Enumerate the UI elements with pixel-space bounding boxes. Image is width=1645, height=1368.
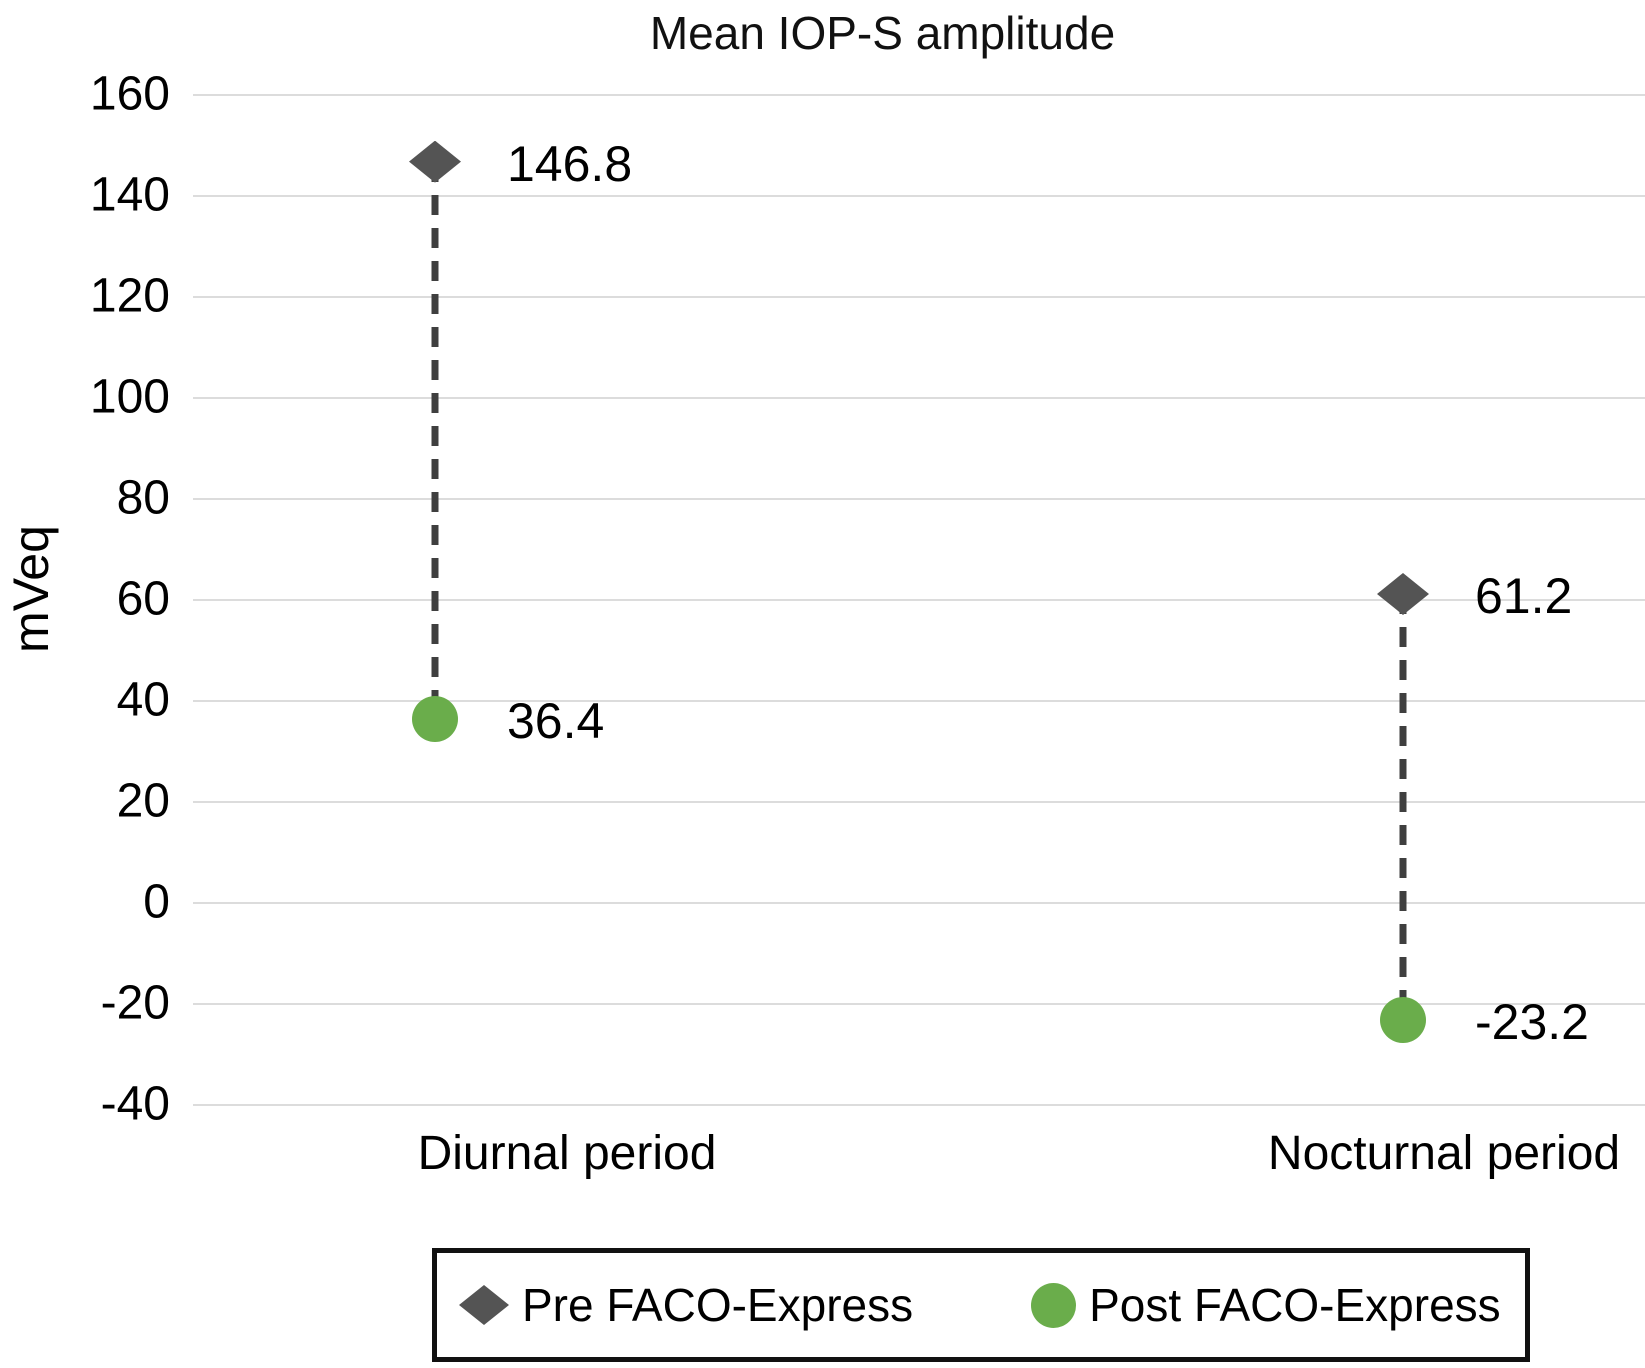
category-label: Nocturnal period: [1267, 1127, 1621, 1180]
legend-item-post: Post FACO-Express: [1031, 1278, 1501, 1332]
gridline: [193, 498, 1645, 500]
post-value-label: -23.2: [1475, 994, 1589, 1051]
y-tick-label: 80: [116, 471, 170, 525]
y-tick-label: 0: [143, 875, 170, 929]
pre-value-label: 61.2: [1475, 567, 1573, 624]
pre-marker-diamond: [1377, 572, 1429, 615]
post-circle-icon: [1031, 1282, 1077, 1328]
y-tick-label: 20: [116, 774, 170, 828]
legend-label-pre: Pre FACO-Express: [522, 1279, 914, 1331]
legend-box: Pre FACO-Express Post FACO-Express: [432, 1248, 1530, 1362]
pre-marker-diamond: [409, 140, 461, 183]
gridline: [193, 296, 1645, 298]
pre-value-label: 146.8: [507, 135, 633, 192]
gridline: [193, 1003, 1645, 1005]
gridline: [193, 599, 1645, 601]
gridline: [193, 1104, 1645, 1106]
post-value-label: 36.4: [507, 693, 605, 750]
gridline: [193, 94, 1645, 96]
y-tick-label: 40: [116, 673, 170, 727]
y-tick-label: 60: [116, 572, 170, 626]
connector-line: [1399, 593, 1407, 1021]
y-tick-label: 120: [89, 269, 170, 323]
chart-title: Mean IOP-S amplitude: [649, 7, 1116, 59]
gridline: [193, 902, 1645, 904]
post-marker-circle: [412, 696, 458, 743]
gridline: [193, 397, 1645, 399]
legend-label-post: Post FACO-Express: [1089, 1279, 1501, 1331]
pre-diamond-icon: [459, 1285, 509, 1325]
legend-item-pre: Pre FACO-Express: [459, 1278, 913, 1332]
gridline: [193, 801, 1645, 803]
post-marker-circle: [1380, 997, 1426, 1044]
category-label: Diurnal period: [417, 1127, 717, 1180]
gridline: [193, 700, 1645, 702]
y-tick-label: -40: [100, 1077, 170, 1131]
y-tick-label: -20: [100, 976, 170, 1030]
y-tick-label: 100: [89, 370, 170, 424]
y-tick-label: 140: [89, 168, 170, 222]
y-tick-label: 160: [89, 67, 170, 121]
gridline: [193, 195, 1645, 197]
connector-line: [431, 161, 439, 720]
